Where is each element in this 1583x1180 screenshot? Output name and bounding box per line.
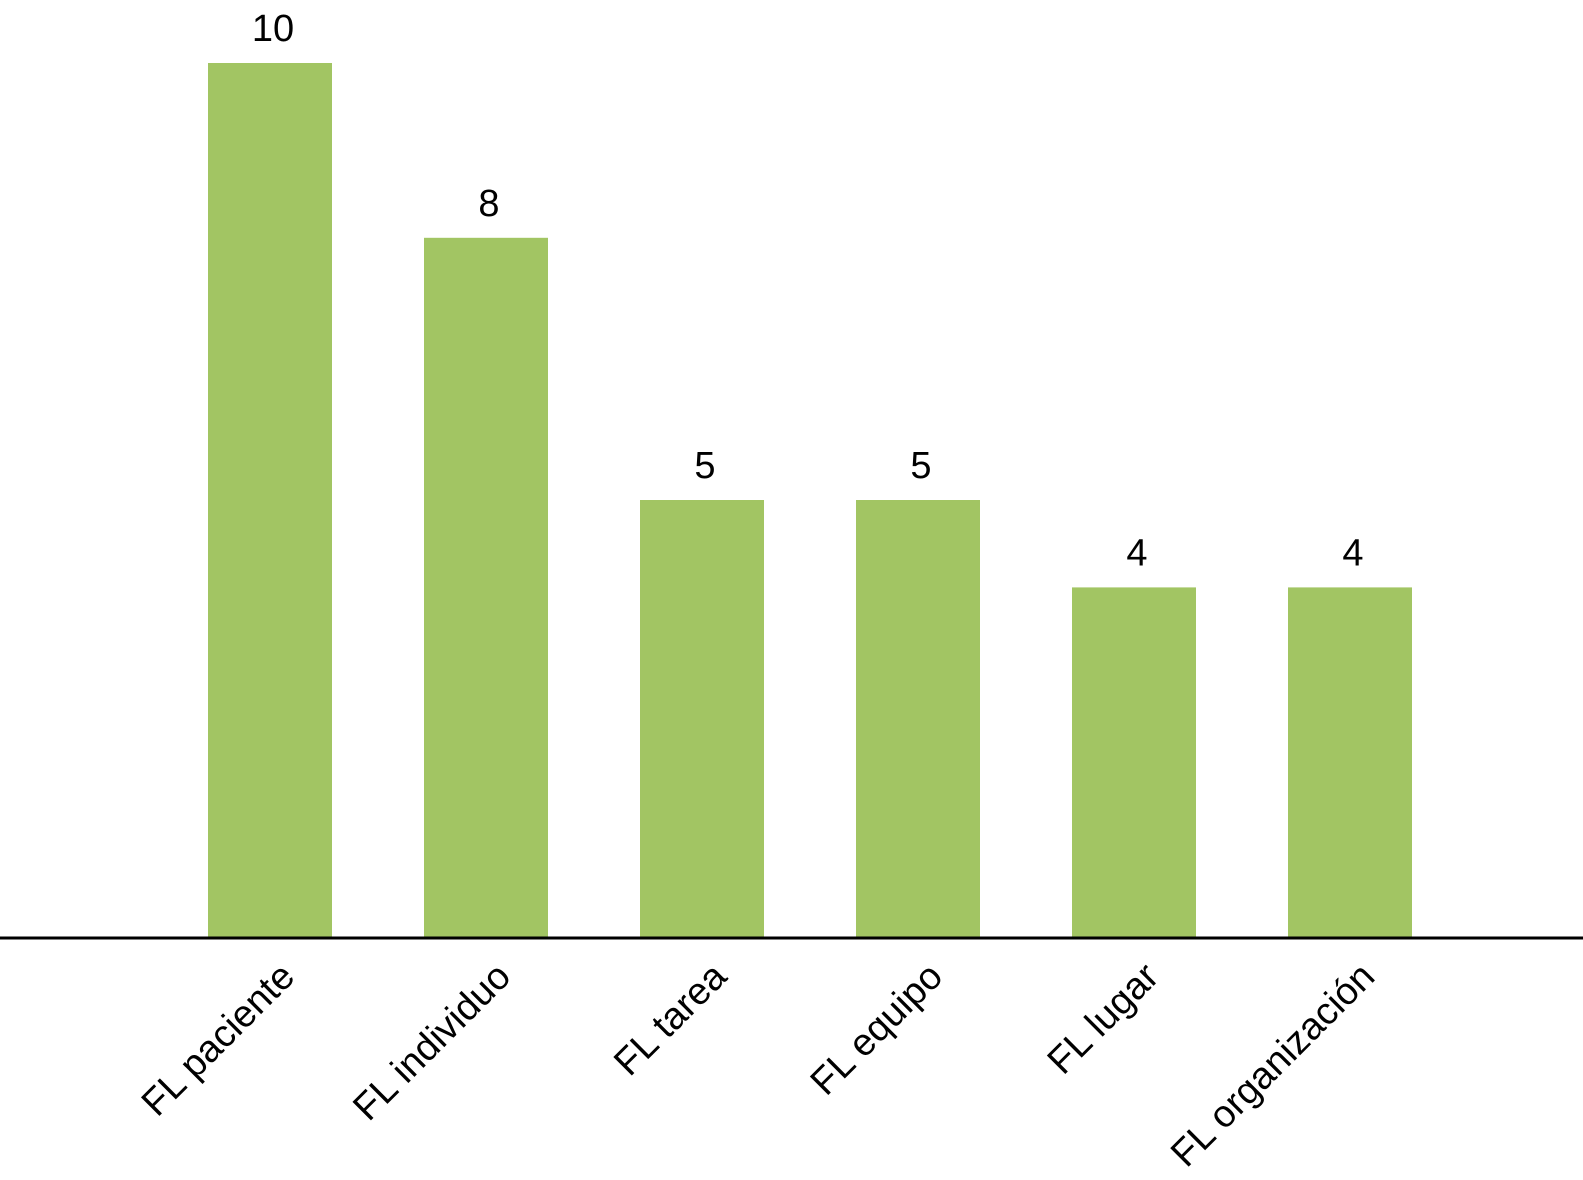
x-tick-label-fl-paciente: FL paciente xyxy=(134,955,303,1124)
x-tick-label-fl-lugar: FL lugar xyxy=(1040,955,1168,1083)
data-label-fl-organizacion: 4 xyxy=(1342,532,1363,574)
bar-fl-paciente xyxy=(208,63,332,937)
data-label-fl-lugar: 4 xyxy=(1126,532,1147,574)
bar-fl-lugar xyxy=(1072,587,1196,937)
bar-fl-equipo xyxy=(856,500,980,937)
data-label-fl-paciente: 10 xyxy=(252,8,294,50)
bar-fl-tarea xyxy=(640,500,764,937)
data-label-fl-individuo: 8 xyxy=(478,183,499,225)
data-labels-group: 10 8 5 5 4 4 xyxy=(252,8,1364,574)
data-label-fl-tarea: 5 xyxy=(694,445,715,487)
bar-fl-organizacion xyxy=(1288,587,1412,937)
bar-fl-individuo xyxy=(424,237,548,938)
x-tick-label-fl-tarea: FL tarea xyxy=(606,955,735,1084)
x-tick-label-fl-organizacion: FL organización xyxy=(1163,955,1383,1175)
x-tick-label-fl-individuo: FL individuo xyxy=(345,955,519,1129)
x-tick-label-fl-equipo: FL equipo xyxy=(803,955,951,1103)
data-label-fl-equipo: 5 xyxy=(910,445,931,487)
bars-group xyxy=(208,63,1412,938)
x-tick-labels-group: FL paciente FL individuo FL tarea FL equipo… xyxy=(134,955,1383,1175)
